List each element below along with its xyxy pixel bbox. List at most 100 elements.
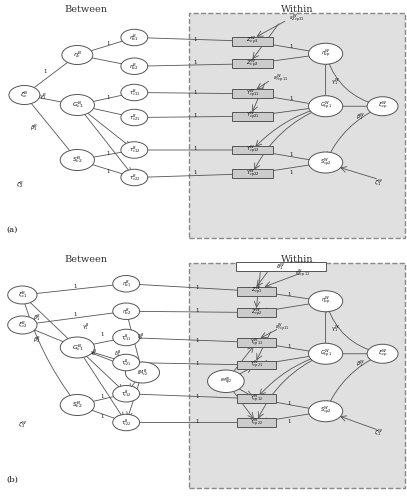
Text: $\varepsilon_{Zcp11}^W$: $\varepsilon_{Zcp11}^W$ [289, 12, 305, 25]
Text: 1: 1 [196, 361, 199, 366]
Text: $G_{c1}^B$: $G_{c1}^B$ [72, 100, 83, 110]
Text: $Y_{cp11}^W$: $Y_{cp11}^W$ [245, 88, 259, 100]
Circle shape [8, 316, 37, 334]
FancyBboxPatch shape [237, 338, 276, 347]
Text: $IM_{c2}^B$: $IM_{c2}^B$ [137, 367, 148, 378]
Text: 1: 1 [194, 60, 197, 65]
FancyBboxPatch shape [189, 262, 405, 488]
Text: $Z_{cp2}^W$: $Z_{cp2}^W$ [246, 58, 258, 70]
Text: $\eta_{c1}^B$: $\eta_{c1}^B$ [122, 278, 131, 289]
Circle shape [309, 96, 343, 116]
Text: $G_{cp1}^W$: $G_{cp1}^W$ [319, 348, 332, 360]
Text: 1: 1 [289, 170, 293, 175]
Text: 1: 1 [100, 414, 103, 419]
Circle shape [113, 303, 140, 320]
Text: $\zeta_c^B$: $\zeta_c^B$ [20, 90, 28, 101]
Text: $\varepsilon_{Ycp11}^W$: $\varepsilon_{Ycp11}^W$ [273, 72, 288, 85]
Text: $\eta_{c1}^B$: $\eta_{c1}^B$ [129, 32, 139, 43]
Text: $\beta_1^W$: $\beta_1^W$ [356, 358, 365, 369]
Circle shape [208, 370, 244, 392]
Circle shape [113, 276, 140, 292]
Text: $\eta_{cp}^W$: $\eta_{cp}^W$ [321, 295, 330, 308]
Text: 1: 1 [74, 284, 77, 288]
Circle shape [113, 414, 140, 430]
Circle shape [113, 354, 140, 371]
Text: $Y_{cp12}^W$: $Y_{cp12}^W$ [250, 392, 263, 405]
Text: $\xi_{cp}^W$: $\xi_{cp}^W$ [378, 100, 387, 112]
Circle shape [367, 97, 398, 116]
Text: $Z_{cp2}^W$: $Z_{cp2}^W$ [250, 306, 263, 318]
Text: $\zeta_2^B$: $\zeta_2^B$ [16, 180, 24, 190]
Text: $\eta_{c2}^B$: $\eta_{c2}^B$ [129, 61, 139, 72]
Text: 1: 1 [74, 312, 77, 318]
Text: $\gamma_1^B$: $\gamma_1^B$ [82, 321, 89, 332]
FancyBboxPatch shape [237, 287, 276, 296]
Text: $\delta_2^B$: $\delta_2^B$ [137, 331, 144, 342]
FancyBboxPatch shape [237, 360, 276, 370]
Text: $\delta_1^W$: $\delta_1^W$ [276, 261, 286, 272]
Text: $\eta_c^B$: $\eta_c^B$ [73, 50, 82, 60]
Text: 1: 1 [289, 96, 293, 101]
Text: $Z_{cp1}^W$: $Z_{cp1}^W$ [246, 35, 258, 48]
Text: $S_{c2}^B$: $S_{c2}^B$ [72, 154, 83, 166]
Text: 1: 1 [100, 332, 103, 337]
Text: 1: 1 [194, 113, 197, 118]
Circle shape [113, 329, 140, 346]
FancyBboxPatch shape [189, 12, 405, 237]
Text: $\zeta_1^W$: $\zeta_1^W$ [374, 177, 383, 188]
Text: $\beta_1^B$: $\beta_1^B$ [33, 312, 41, 323]
Circle shape [9, 86, 40, 104]
Text: 1: 1 [287, 419, 291, 424]
Text: $Y_{cp21}^W$: $Y_{cp21}^W$ [245, 110, 259, 122]
Text: $\tau_{c22}^B$: $\tau_{c22}^B$ [121, 417, 131, 428]
Text: $\eta_{cp}^W$: $\eta_{cp}^W$ [321, 48, 330, 60]
FancyBboxPatch shape [237, 394, 276, 403]
Text: $\beta_1^W$: $\beta_1^W$ [356, 111, 365, 122]
Text: $Y_{cp12}^W$: $Y_{cp12}^W$ [245, 144, 259, 156]
Circle shape [113, 386, 140, 402]
Text: 1: 1 [287, 401, 291, 406]
Text: $\delta_1^B$: $\delta_1^B$ [114, 348, 122, 359]
Text: 1: 1 [287, 344, 291, 350]
Text: $\beta_1^B$: $\beta_1^B$ [31, 122, 39, 133]
Text: $S_{cp2}^W$: $S_{cp2}^W$ [320, 405, 331, 417]
Text: $\tau_{c22}^B$: $\tau_{c22}^B$ [129, 172, 140, 183]
Text: $\eta_{c2}^B$: $\eta_{c2}^B$ [122, 306, 131, 316]
Text: $\varepsilon_{Ycp11}^W$: $\varepsilon_{Ycp11}^W$ [275, 322, 289, 334]
FancyBboxPatch shape [237, 418, 276, 427]
Circle shape [121, 29, 148, 46]
Text: 1: 1 [100, 394, 103, 400]
Circle shape [121, 84, 148, 101]
Circle shape [367, 344, 398, 363]
Text: $IM_{cp2}^W$: $IM_{cp2}^W$ [220, 376, 232, 387]
Circle shape [62, 46, 93, 64]
Text: $\xi_{c1}^B$: $\xi_{c1}^B$ [18, 290, 27, 300]
Text: Within: Within [281, 256, 313, 264]
Text: 1: 1 [289, 152, 293, 157]
Text: $\gamma_1^W$: $\gamma_1^W$ [331, 323, 340, 334]
Text: 1: 1 [194, 90, 197, 95]
Text: $Y_{cp22}^W$: $Y_{cp22}^W$ [245, 168, 259, 180]
Text: $\tau_{c21}^B$: $\tau_{c21}^B$ [129, 112, 140, 123]
Text: 1: 1 [196, 394, 199, 400]
Text: 1: 1 [289, 44, 293, 50]
Text: 1: 1 [194, 37, 197, 42]
Circle shape [309, 343, 343, 364]
Text: $\gamma_1^B$: $\gamma_1^B$ [39, 91, 47, 102]
Circle shape [60, 150, 94, 171]
Text: 1: 1 [196, 308, 199, 312]
Circle shape [121, 58, 148, 74]
Circle shape [309, 291, 343, 312]
Text: $\tau_{c11}^B$: $\tau_{c11}^B$ [129, 87, 140, 98]
Circle shape [8, 286, 37, 304]
Text: $\gamma_1^W$: $\gamma_1^W$ [331, 76, 340, 86]
Text: $\zeta_1^W$: $\zeta_1^W$ [374, 427, 383, 438]
FancyBboxPatch shape [232, 112, 273, 120]
Text: (b): (b) [6, 476, 18, 484]
Text: $\beta_2^B$: $\beta_2^B$ [33, 334, 41, 345]
Text: $Z_{cp1}^W$: $Z_{cp1}^W$ [251, 285, 262, 298]
Text: 1: 1 [194, 146, 197, 151]
Text: 1: 1 [106, 95, 109, 100]
Circle shape [60, 94, 94, 116]
Text: $\xi_{cp}^W$: $\xi_{cp}^W$ [378, 348, 387, 360]
